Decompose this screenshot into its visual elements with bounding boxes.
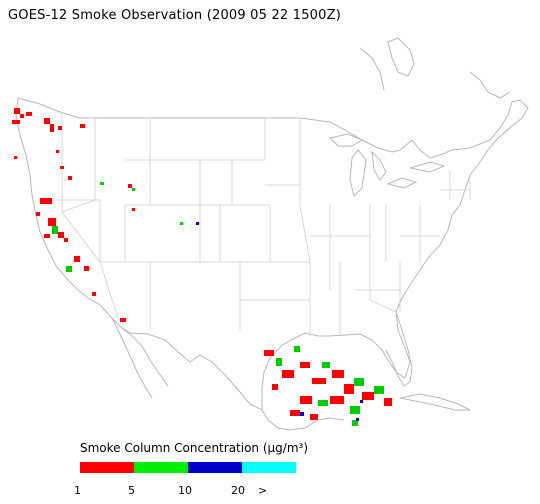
florida-coast [385, 311, 413, 387]
great-lakes [329, 133, 446, 197]
cuba-coast [399, 393, 471, 411]
canada-coast [359, 37, 511, 99]
mexico-coast [111, 317, 345, 431]
tick-label: 1 [74, 484, 81, 497]
legend-title: Smoke Column Concentration (μg/m³) [80, 441, 308, 455]
color-bin-5-10 [134, 462, 188, 473]
smoke-pixels [12, 108, 392, 426]
tick-label: 5 [128, 484, 135, 497]
tick-label: > [258, 484, 268, 497]
us-coastline [15, 97, 529, 411]
map-title: GOES-12 Smoke Observation (2009 05 22 15… [8, 8, 341, 23]
color-bin-1-5 [80, 462, 134, 473]
tick-label: 20 [231, 484, 245, 497]
color-bin-20-plus [242, 462, 296, 473]
state-boundaries [40, 112, 471, 336]
color-bin-10-20 [188, 462, 242, 473]
color-scale-bar [80, 462, 296, 473]
tick-label: 10 [178, 484, 192, 497]
